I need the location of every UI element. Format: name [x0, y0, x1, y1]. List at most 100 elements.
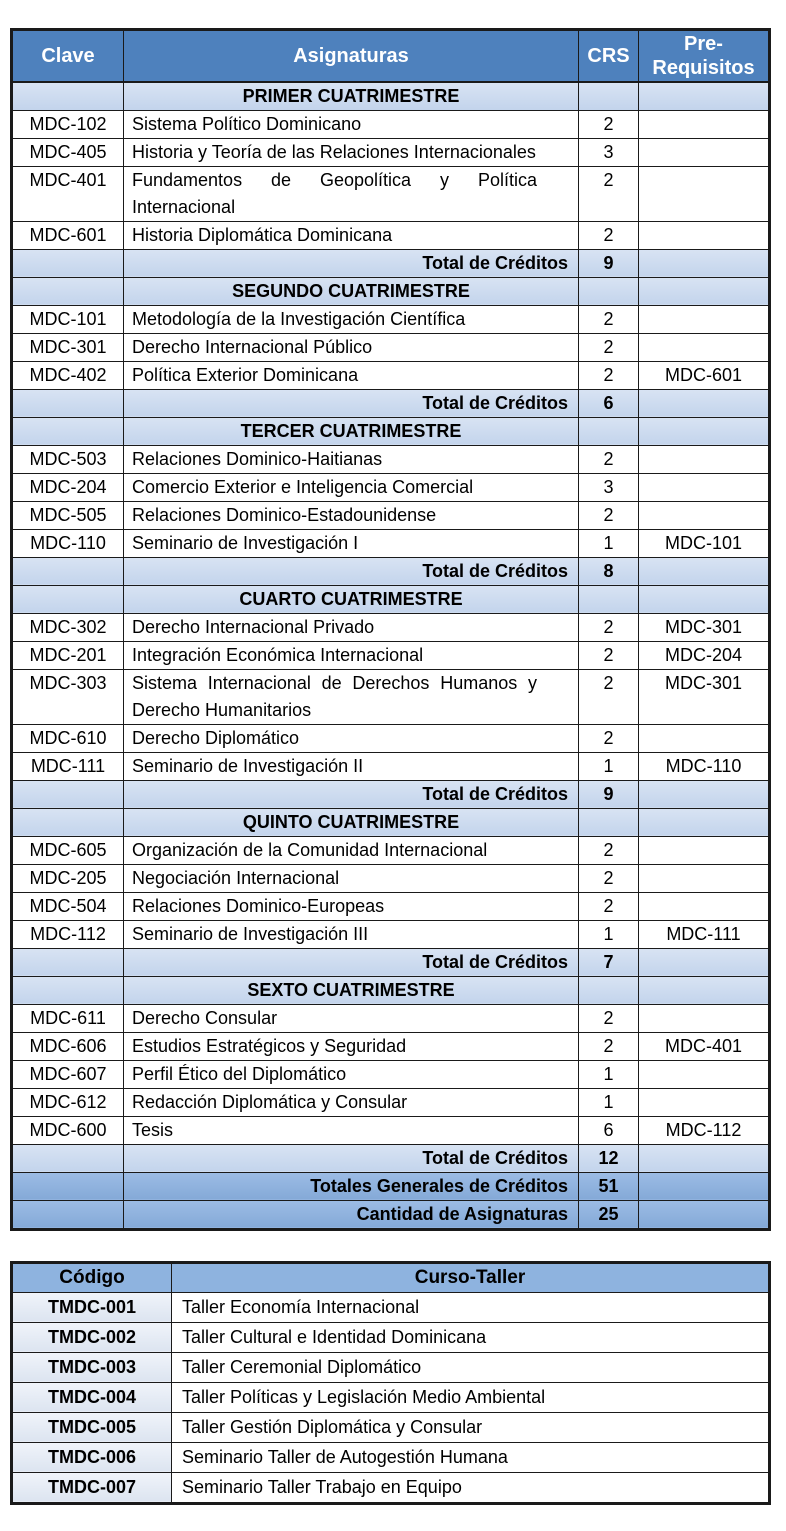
col-header-clave: Clave: [11, 29, 124, 83]
total-label-cell: Total de Créditos: [123, 248, 579, 278]
section-row: QUINTO CUATRIMESTRE: [11, 807, 770, 837]
workshop-code-cell: TMDC-002: [11, 1321, 172, 1353]
course-prereq-cell: [638, 472, 770, 502]
section-empty-prereq-cell: [638, 975, 770, 1005]
course-code-cell: MDC-402: [11, 360, 124, 390]
total-value-cell: 12: [578, 1143, 639, 1173]
section-title-cell: QUINTO CUATRIMESTRE: [123, 807, 579, 837]
course-name-cell: Tesis: [123, 1115, 579, 1145]
course-row: MDC-504 Relaciones Dominico-Europeas 2: [11, 891, 770, 921]
course-name-cell: Política Exterior Dominicana: [123, 360, 579, 390]
course-prereq-cell: [638, 835, 770, 865]
total-empty-prereq-cell: [638, 1143, 770, 1173]
total-row: Total de Créditos 9: [11, 779, 770, 809]
section-row: CUARTO CUATRIMESTRE: [11, 584, 770, 614]
course-crs-cell: 2: [578, 332, 639, 362]
course-row: MDC-607 Perfil Ético del Diplomático 1: [11, 1059, 770, 1089]
course-prereq-cell: [638, 137, 770, 167]
course-row: MDC-405 Historia y Teoría de las Relacion…: [11, 137, 770, 167]
workshop-row: TMDC-007 Seminario Taller Trabajo en Equi…: [11, 1471, 770, 1504]
course-name-cell: Estudios Estratégicos y Seguridad: [123, 1031, 579, 1061]
course-prereq-cell: [638, 165, 770, 222]
total-row: Total de Créditos 6: [11, 388, 770, 418]
section-title-cell: PRIMER CUATRIMESTRE: [123, 81, 579, 111]
course-code-cell: MDC-112: [11, 919, 124, 949]
course-row: MDC-101 Metodología de la Investigación C…: [11, 304, 770, 334]
grand-empty-clave-cell: [11, 1171, 124, 1201]
total-value-cell: 8: [578, 556, 639, 586]
course-prereq-cell: MDC-111: [638, 919, 770, 949]
course-name-cell: Relaciones Dominico-Estadounidense: [123, 500, 579, 530]
workshops-table: Código Curso-Taller TMDC-001 Taller Econo…: [10, 1260, 771, 1505]
total-label-cell: Total de Créditos: [123, 388, 579, 418]
course-crs-cell: 3: [578, 472, 639, 502]
course-prereq-cell: MDC-601: [638, 360, 770, 390]
course-name-cell: Sistema Internacional de Derechos Humano…: [123, 668, 579, 725]
section-empty-prereq-cell: [638, 807, 770, 837]
total-empty-clave-cell: [11, 388, 124, 418]
course-row: MDC-205 Negociación Internacional 2: [11, 863, 770, 893]
course-code-cell: MDC-504: [11, 891, 124, 921]
section-empty-crs-cell: [578, 81, 639, 111]
course-name-cell: Derecho Diplomático: [123, 723, 579, 753]
total-value-cell: 6: [578, 388, 639, 418]
workshop-name-cell: Taller Gestión Diplomática y Consular: [171, 1411, 770, 1443]
workshop-row: TMDC-001 Taller Economía Internacional: [11, 1291, 770, 1323]
grand-label-cell: Totales Generales de Créditos: [123, 1171, 579, 1201]
grand-total-row: Totales Generales de Créditos 51: [11, 1171, 770, 1201]
course-prereq-cell: [638, 891, 770, 921]
course-code-cell: MDC-601: [11, 220, 124, 250]
course-prereq-cell: [638, 444, 770, 474]
course-row: MDC-301 Derecho Internacional Público 2: [11, 332, 770, 362]
section-title-cell: SEXTO CUATRIMESTRE: [123, 975, 579, 1005]
course-code-cell: MDC-301: [11, 332, 124, 362]
section-empty-prereq-cell: [638, 276, 770, 306]
course-code-cell: MDC-205: [11, 863, 124, 893]
course-row: MDC-111 Seminario de Investigación II 1 MDC…: [11, 751, 770, 781]
workshop-row: TMDC-003 Taller Ceremonial Diplomático: [11, 1351, 770, 1383]
course-prereq-cell: [638, 304, 770, 334]
course-name-cell: Organización de la Comunidad Internacion…: [123, 835, 579, 865]
course-code-cell: MDC-101: [11, 304, 124, 334]
course-row: MDC-606 Estudios Estratégicos y Seguridad…: [11, 1031, 770, 1061]
workshop-name-cell: Taller Cultural e Identidad Dominicana: [171, 1321, 770, 1353]
course-prereq-cell: [638, 109, 770, 139]
total-row: Total de Créditos 9: [11, 248, 770, 278]
course-crs-cell: 2: [578, 220, 639, 250]
workshop-code-cell: TMDC-005: [11, 1411, 172, 1443]
course-crs-cell: 2: [578, 891, 639, 921]
total-label-cell: Total de Créditos: [123, 556, 579, 586]
course-crs-cell: 1: [578, 919, 639, 949]
total-empty-prereq-cell: [638, 556, 770, 586]
total-value-cell: 9: [578, 248, 639, 278]
course-crs-cell: 1: [578, 1059, 639, 1089]
course-crs-cell: 6: [578, 1115, 639, 1145]
course-crs-cell: 3: [578, 137, 639, 167]
col-header-asignaturas: Asignaturas: [123, 29, 579, 83]
col-header-codigo: Código: [11, 1261, 172, 1293]
total-empty-clave-cell: [11, 1143, 124, 1173]
section-empty-prereq-cell: [638, 416, 770, 446]
section-title-cell: SEGUNDO CUATRIMESTRE: [123, 276, 579, 306]
course-row: MDC-600 Tesis 6 MDC-112: [11, 1115, 770, 1145]
course-code-cell: MDC-606: [11, 1031, 124, 1061]
course-code-cell: MDC-405: [11, 137, 124, 167]
course-name-cell: Seminario de Investigación I: [123, 528, 579, 558]
course-prereq-cell: MDC-110: [638, 751, 770, 781]
course-crs-cell: 2: [578, 304, 639, 334]
course-name-cell: Derecho Internacional Público: [123, 332, 579, 362]
section-empty-crs-cell: [578, 416, 639, 446]
course-crs-cell: 2: [578, 360, 639, 390]
total-row: Total de Créditos 12: [11, 1143, 770, 1173]
course-name-cell: Comercio Exterior e Inteligencia Comerci…: [123, 472, 579, 502]
course-row: MDC-201 Integración Económica Internacion…: [11, 640, 770, 670]
grand-value-cell: 51: [578, 1171, 639, 1201]
workshop-code-cell: TMDC-007: [11, 1471, 172, 1504]
grand-label-cell: Cantidad de Asignaturas: [123, 1199, 579, 1230]
course-code-cell: MDC-610: [11, 723, 124, 753]
course-row: MDC-110 Seminario de Investigación I 1 MDC-…: [11, 528, 770, 558]
course-name-cell: Integración Económica Internacional: [123, 640, 579, 670]
section-empty-prereq-cell: [638, 81, 770, 111]
section-empty-clave-cell: [11, 807, 124, 837]
course-code-cell: MDC-204: [11, 472, 124, 502]
